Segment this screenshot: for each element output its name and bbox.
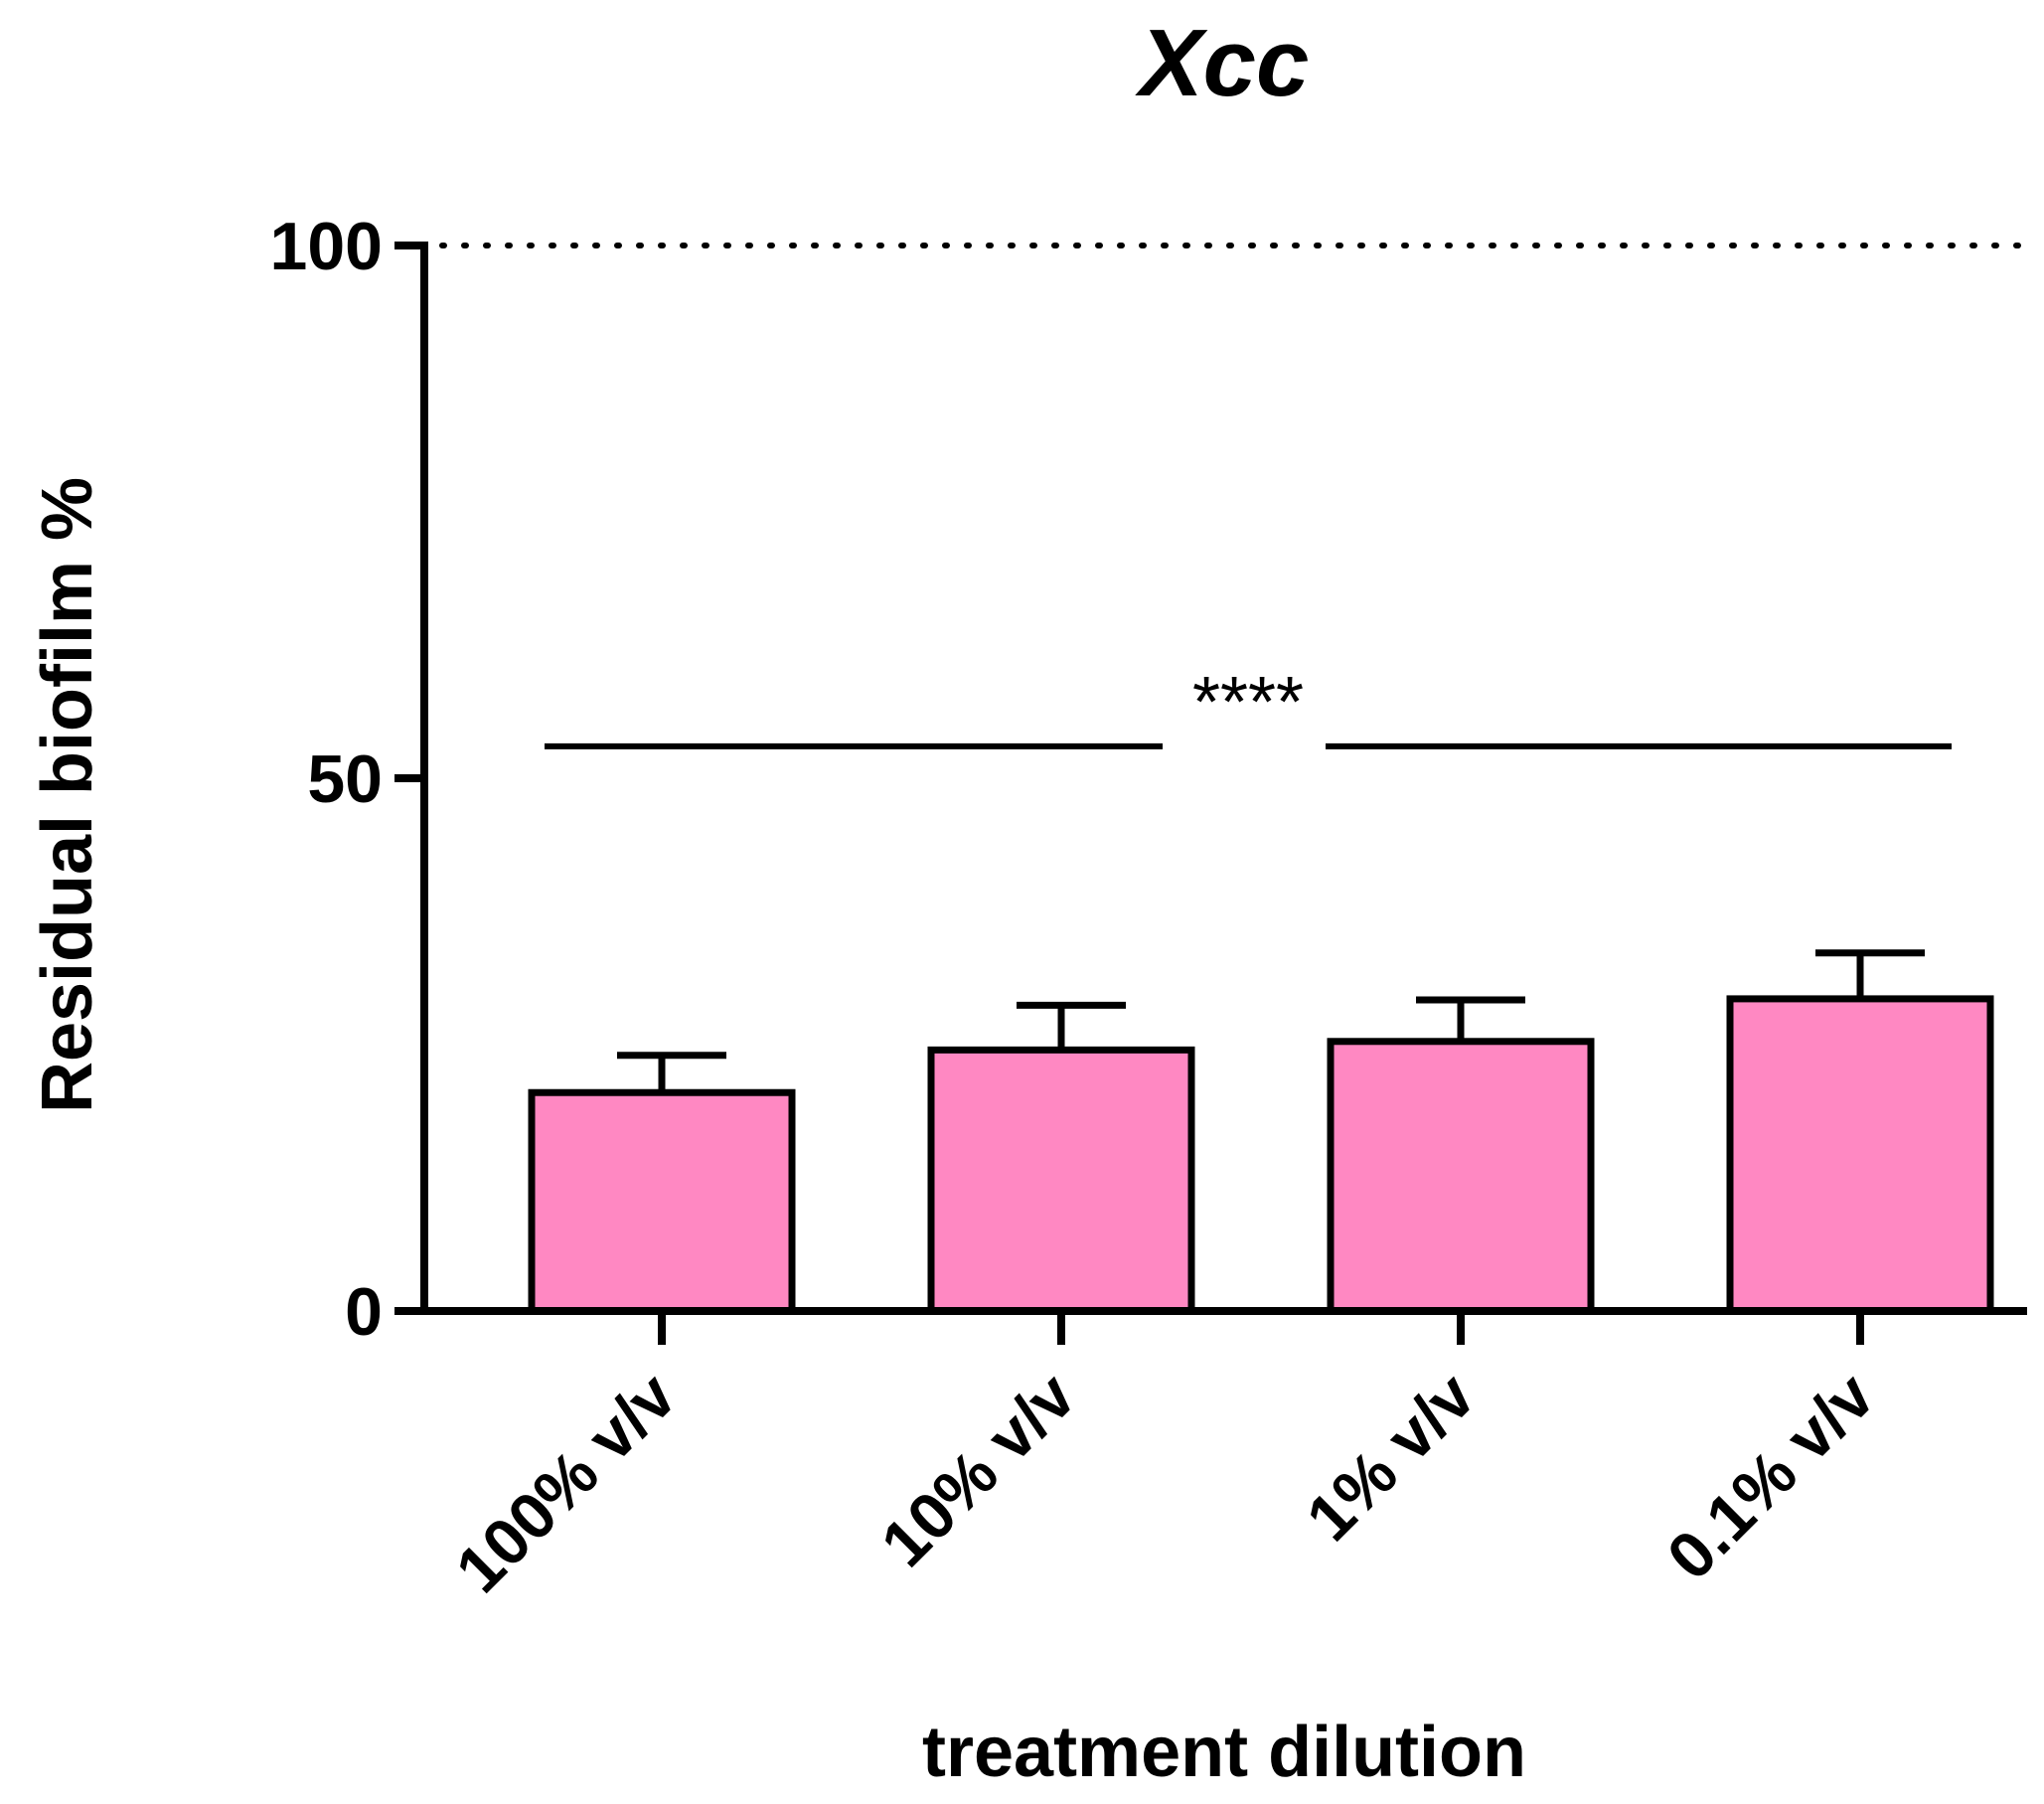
x-tick-label-4: 0.1% v/v [1652,1358,1888,1593]
y-tick-label-0: 0 [345,1274,383,1350]
chart-title: Xcc [1135,10,1310,116]
bar-3 [1327,1038,1595,1315]
x-tick-label-2: 10% v/v [866,1358,1089,1580]
significance-group: **** [545,663,1952,749]
bar-1 [528,1088,796,1315]
bar-2 [927,1046,1195,1315]
x-ticks-group: 100% v/v 10% v/v 1% v/v 0.1% v/v [441,1311,1888,1606]
x-tick-label-3: 1% v/v [1292,1358,1489,1555]
x-axis-title: treatment dilution [922,1713,1526,1792]
x-tick-label-1: 100% v/v [441,1358,690,1606]
y-ticks-group: 0 50 100 [270,209,424,1350]
y-tick-label-100: 100 [270,209,383,284]
error-bars-group [617,949,1925,1093]
bars-group [528,995,1994,1315]
y-tick-label-50: 50 [307,741,383,817]
y-axis-title: Residual biofilm % [28,477,107,1113]
significance-label: **** [1192,663,1304,742]
bar-4 [1726,995,1994,1315]
